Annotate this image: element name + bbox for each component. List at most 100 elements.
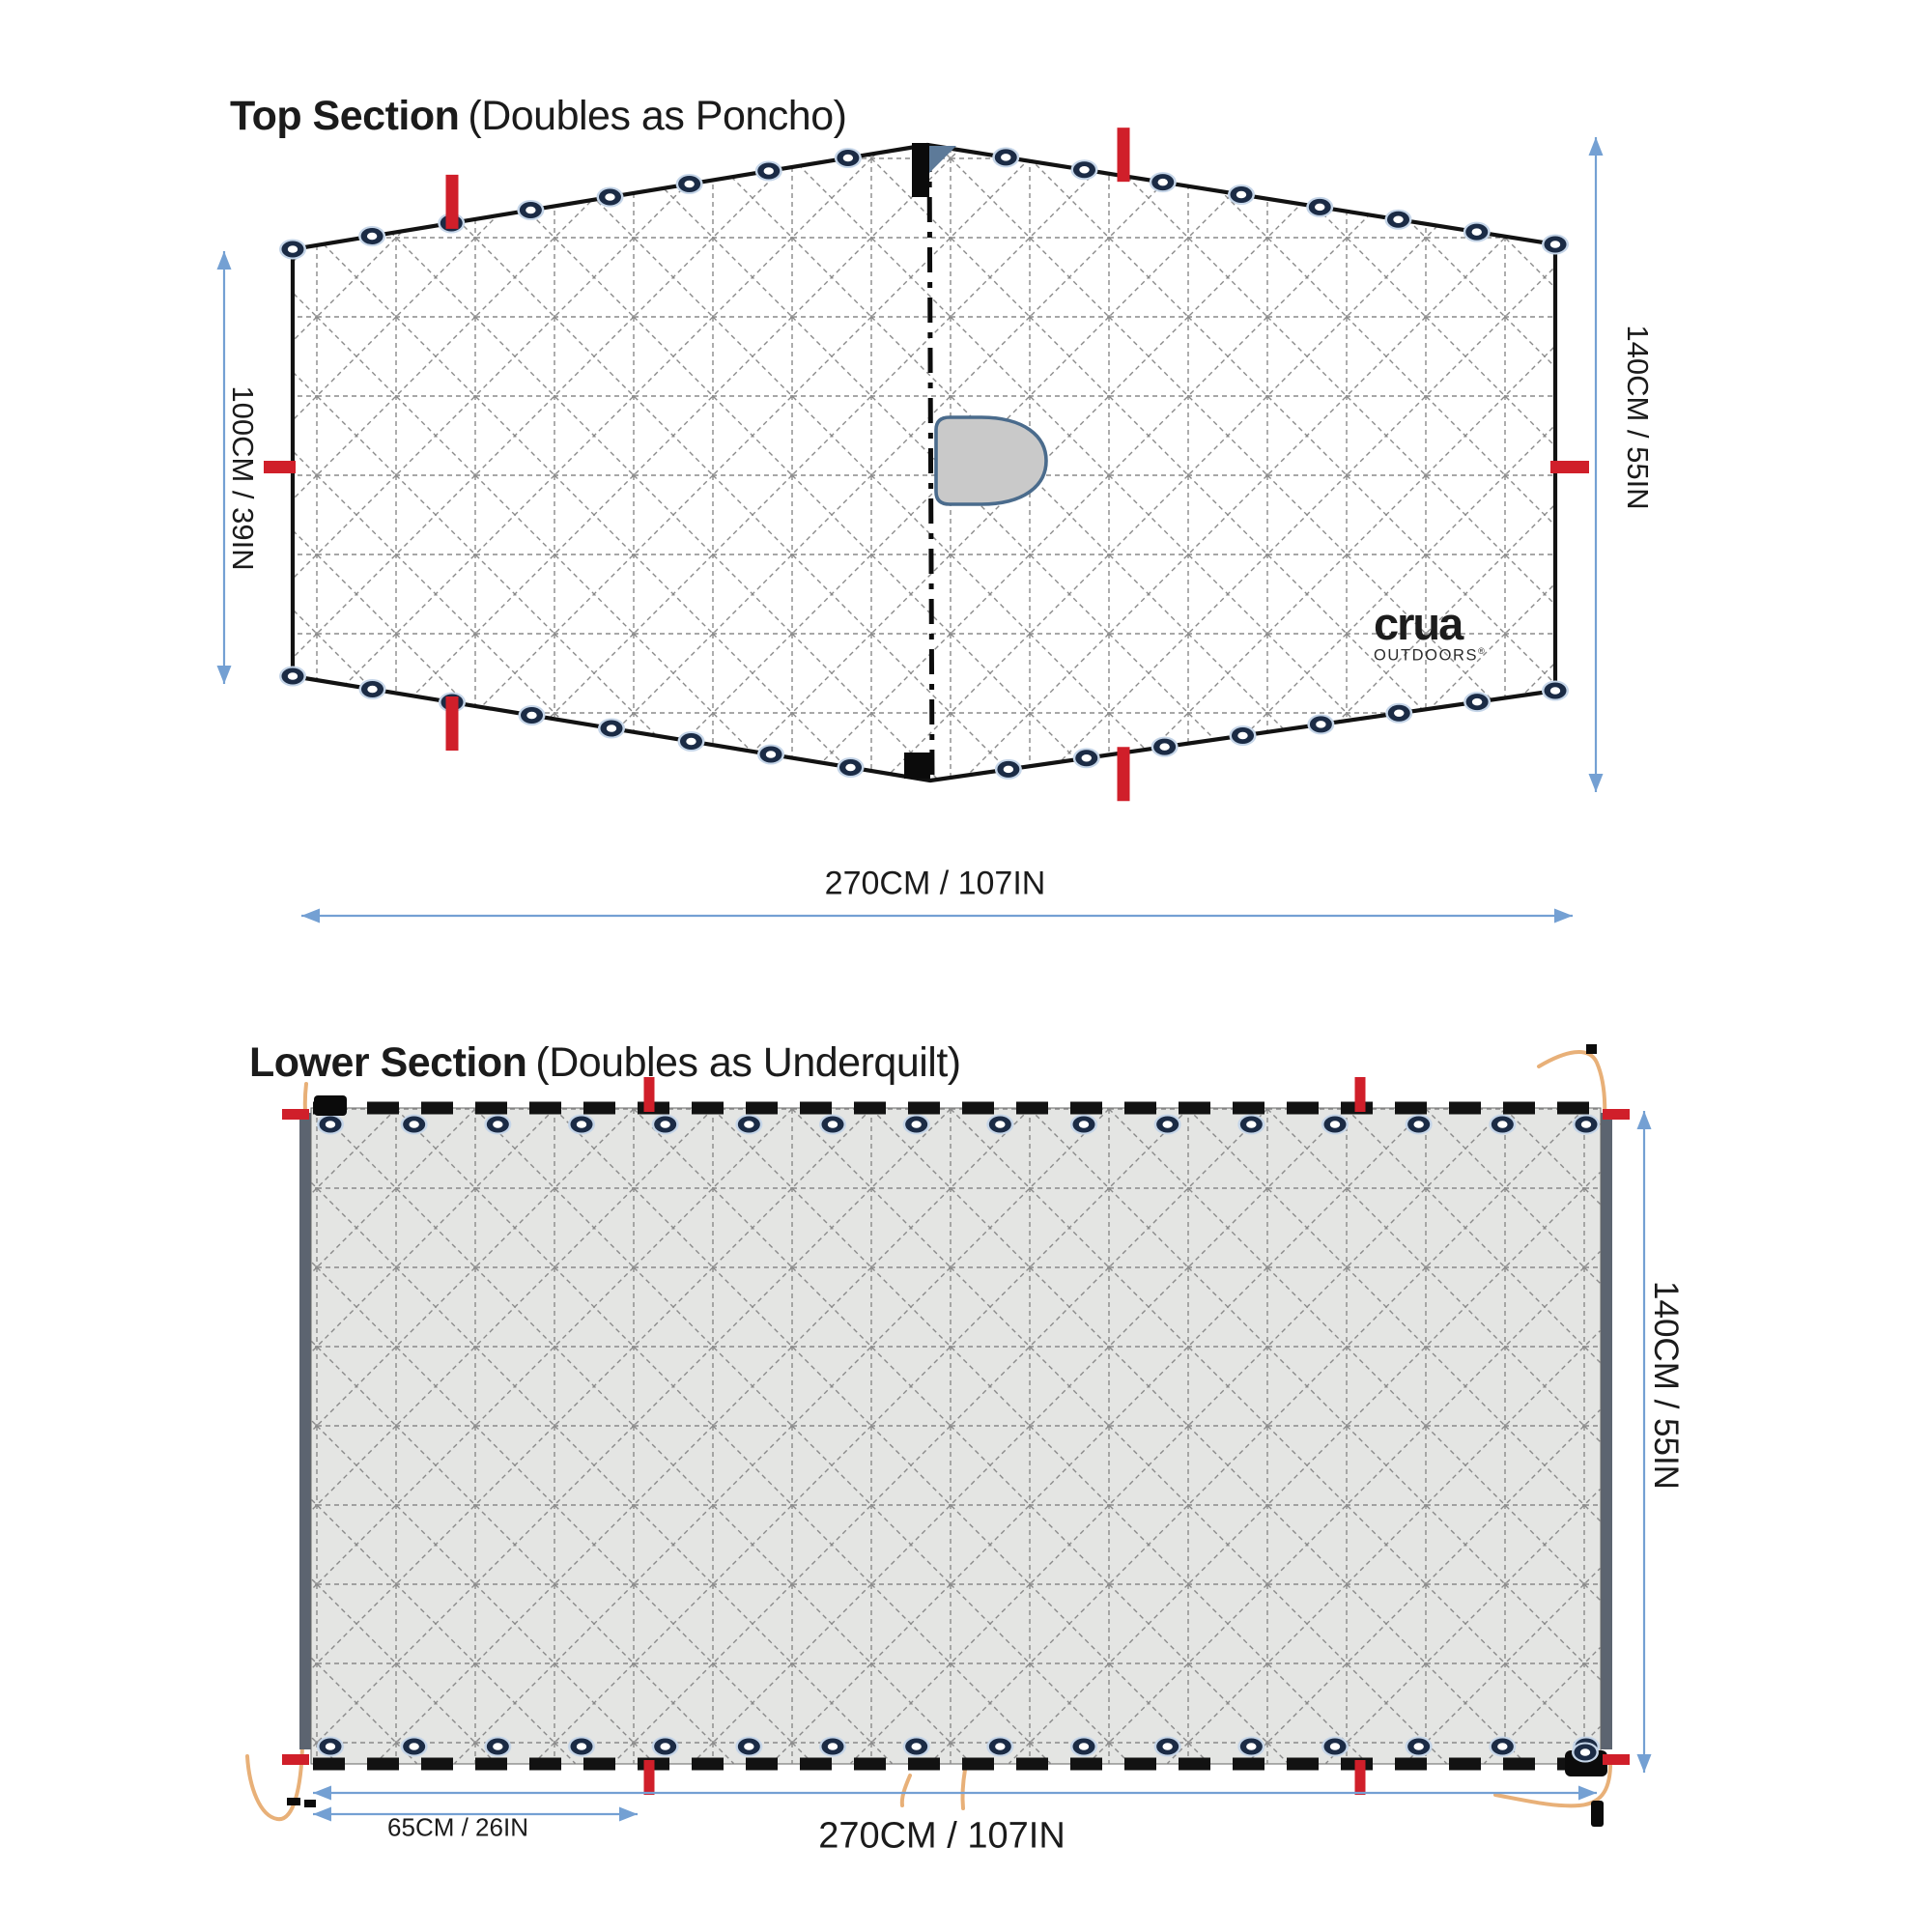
lower-quilt-quilting: [311, 1108, 1601, 1764]
logo-subtext: OUTDOORS®: [1374, 646, 1485, 665]
grommet-icon: [1463, 692, 1492, 713]
grommet-icon: [568, 1736, 595, 1757]
top-right-dimension-label: 140CM / 55IN: [1621, 325, 1655, 510]
grommet-icon: [994, 758, 1022, 780]
grommet-icon: [1405, 1114, 1433, 1135]
apex-flag-icon: [929, 146, 956, 173]
grommet-icon: [1153, 1736, 1181, 1757]
cord-line: [245, 1743, 304, 1822]
hood-opening: [934, 415, 1048, 506]
red-tab: [643, 1077, 655, 1112]
lower-right-dimension-arrow: [1636, 1111, 1652, 1773]
right-rail: [1600, 1113, 1612, 1749]
grommet-icon: [400, 1736, 428, 1757]
grommet-icon: [279, 239, 306, 260]
grommet-icon: [484, 1114, 512, 1135]
grommet-icon: [400, 1114, 428, 1135]
grommet-icon: [1542, 234, 1569, 255]
top-section-title-rest: (Doubles as Poncho): [468, 93, 847, 139]
grommet-icon: [651, 1736, 679, 1757]
grommet-icon: [1237, 1114, 1265, 1135]
cord-line: [960, 1768, 967, 1810]
registered-mark: ®: [1478, 646, 1485, 656]
grommet-icon: [757, 744, 784, 765]
grommet-icon: [677, 731, 705, 752]
cord-stop-icon: [304, 1800, 316, 1807]
grommet-icon: [1228, 185, 1255, 205]
top-bottom-dimension-arrow: [301, 908, 1573, 923]
grommet-icon: [651, 1114, 679, 1135]
grommet-icon: [1321, 1114, 1349, 1135]
fold-line: [926, 146, 935, 780]
red-tab: [282, 1754, 309, 1765]
grommet-icon: [1542, 680, 1569, 701]
cord-stop-icon: [1591, 1801, 1604, 1827]
grommet-icon: [735, 1114, 763, 1135]
grommet-icon: [1070, 159, 1098, 181]
grommet-icon: [1385, 702, 1413, 724]
top-left-dimension-arrow: [216, 251, 232, 684]
top-bottom-dimension-label: 270CM / 107IN: [824, 865, 1046, 902]
red-tab: [1354, 1760, 1366, 1795]
crua-outdoors-logo: crua OUTDOORS®: [1374, 601, 1485, 664]
grommet-icon: [754, 160, 782, 182]
lower-left-partial-dimension-arrow: [313, 1806, 638, 1822]
top-section-title-bold: Top Section: [230, 93, 460, 139]
grommet-icon: [735, 1736, 763, 1757]
grommet-icon: [1489, 1114, 1517, 1135]
lower-right-dimension-label: 140CM / 55IN: [1647, 1281, 1685, 1490]
grommet-icon: [596, 186, 624, 208]
grommet-icon: [598, 718, 625, 739]
corner-buckle-icon: [314, 1095, 347, 1116]
logo-wordmark: crua: [1374, 598, 1463, 649]
bottom-apex-tab: [904, 753, 930, 779]
lower-bottom-dimension-label: 270CM / 107IN: [818, 1815, 1065, 1857]
top-red-tabs: [264, 128, 1589, 802]
red-tab: [1603, 1754, 1630, 1765]
top-section-title: Top Section (Doubles as Poncho): [230, 93, 847, 140]
grommet-icon: [1489, 1736, 1517, 1757]
top-tarp: [279, 142, 1569, 783]
lower-left-partial-dimension-label: 65CM / 26IN: [387, 1812, 528, 1842]
cord-line: [1493, 1756, 1613, 1808]
grommet-icon: [1151, 736, 1179, 757]
lower-red-tabs: [282, 1077, 1630, 1795]
grommet-icon: [1573, 1114, 1600, 1135]
grommet-icon: [902, 1114, 930, 1135]
grommet-icon: [518, 705, 546, 725]
grommet-icon: [1237, 1736, 1265, 1757]
lower-section-title-bold: Lower Section: [249, 1039, 527, 1086]
grommet-icon: [902, 1736, 930, 1757]
left-rail: [299, 1113, 312, 1749]
grommet-icon: [484, 1736, 512, 1757]
lower-section-title-rest: (Doubles as Underquilt): [535, 1039, 961, 1086]
grommet-icon: [568, 1114, 595, 1135]
grommet-icon: [1306, 196, 1334, 217]
grommet-icon: [992, 147, 1020, 168]
grommet-icon: [1070, 1114, 1097, 1135]
grommet-icon: [1405, 1736, 1433, 1757]
grommet-icon: [1307, 714, 1335, 735]
grommet-icon: [1572, 1742, 1599, 1763]
red-tab: [643, 1760, 655, 1795]
grommet-icon: [819, 1114, 846, 1135]
red-tab: [1117, 128, 1130, 183]
lower-quilt: [245, 1044, 1613, 1827]
red-tab: [445, 174, 459, 229]
grommet-icon: [1072, 748, 1100, 769]
grommet-icon: [1463, 221, 1491, 242]
grommet-icon: [986, 1114, 1014, 1135]
top-left-dimension-label: 100CM / 39IN: [226, 385, 260, 571]
grommet-icon: [358, 226, 386, 246]
grommet-icon: [279, 666, 306, 687]
red-tab: [1117, 747, 1130, 802]
cord-stop-icon: [287, 1798, 300, 1805]
grommet-icon: [317, 1114, 344, 1135]
red-tab: [264, 461, 296, 473]
grommet-icon: [819, 1736, 846, 1757]
red-tab: [1603, 1109, 1630, 1120]
grommet-icon: [358, 679, 386, 699]
red-tab: [1354, 1077, 1366, 1112]
